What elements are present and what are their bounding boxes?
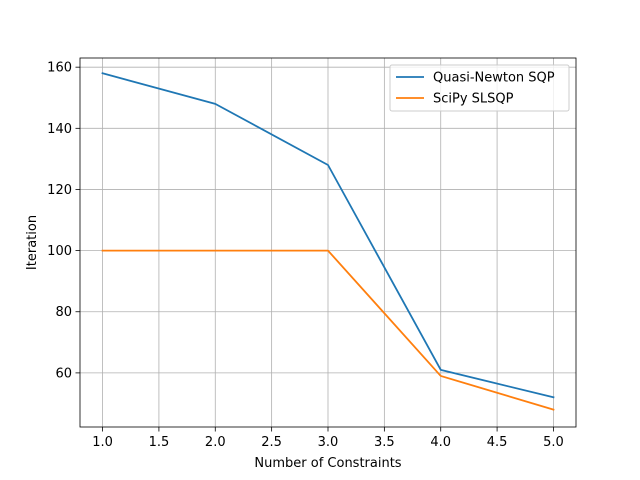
legend: Quasi-Newton SQP SciPy SLSQP (389, 64, 570, 112)
legend-box (389, 64, 570, 112)
x-tick-label: 3.5 (374, 435, 395, 450)
y-tick-label: 80 (55, 305, 72, 320)
x-axis-label: Number of Constraints (254, 456, 401, 471)
series-lines (101, 72, 555, 411)
y-axis-label: Iteration (25, 215, 40, 270)
x-axis-ticks: 1.0 1.5 2.0 2.5 3.0 3.5 4.0 4.5 5.0 (92, 427, 564, 450)
y-tick-label: 120 (47, 183, 72, 198)
y-tick-label: 140 (47, 122, 72, 137)
x-tick-label: 1.0 (92, 435, 113, 450)
y-axis-ticks: 60 80 100 120 140 160 (47, 61, 80, 381)
series-line-1 (101, 249, 555, 411)
grid (80, 58, 576, 427)
x-tick-label: 3.0 (318, 435, 339, 450)
y-tick-label: 160 (47, 61, 72, 76)
legend-label-1: SciPy SLSQP (433, 92, 514, 107)
x-tick-label: 5.0 (543, 435, 564, 450)
series-line-0 (101, 72, 555, 399)
x-tick-label: 2.5 (261, 435, 282, 450)
y-tick-label: 100 (47, 244, 72, 259)
x-tick-label: 1.5 (149, 435, 170, 450)
y-tick-label: 60 (55, 366, 72, 381)
legend-label-0: Quasi-Newton SQP (433, 71, 555, 86)
x-tick-label: 4.0 (430, 435, 451, 450)
x-tick-label: 4.5 (487, 435, 508, 450)
x-tick-label: 2.0 (205, 435, 226, 450)
